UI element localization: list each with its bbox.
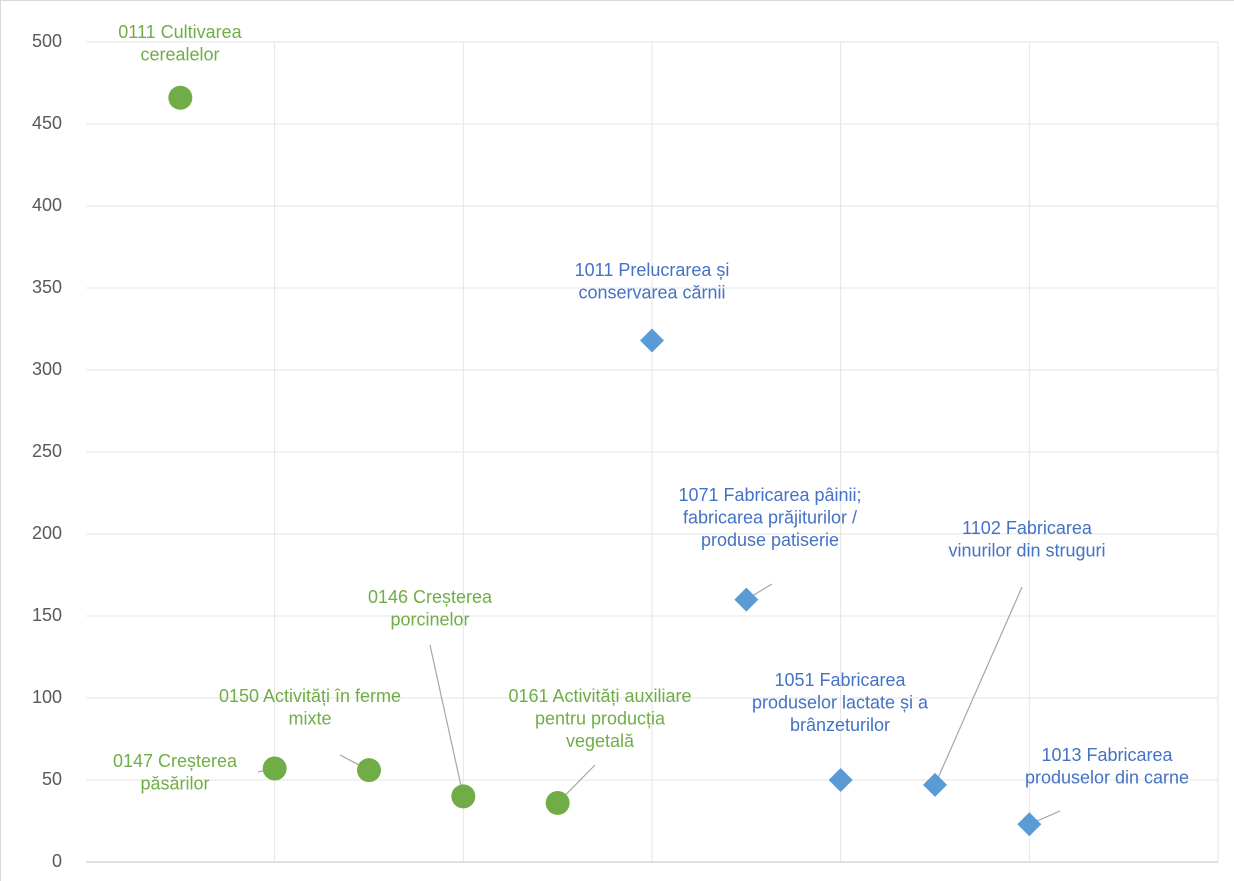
data-label: 1013 Fabricarea produselor din carne	[1025, 745, 1189, 788]
data-label-line: cerealelor	[140, 44, 219, 64]
data-label: 1102 Fabricarea vinurilor din struguri	[948, 518, 1105, 561]
data-label-line: porcinelor	[390, 609, 469, 629]
data-label-line: 0111 Cultivarea	[118, 22, 242, 42]
data-label-line: 0147 Creșterea	[113, 751, 238, 771]
leader-line	[934, 586, 1023, 786]
point	[828, 768, 853, 792]
data-label: 0150 Activități în ferme mixte	[219, 686, 401, 729]
leader-line	[429, 644, 464, 797]
data-label-line: conservarea cărnii	[578, 282, 725, 302]
data-label: 1051 Fabricarea produselor lactate și a br…	[752, 670, 929, 735]
data-label-line: 1051 Fabricarea	[774, 670, 906, 690]
y-tick-label: 400	[32, 195, 62, 215]
y-tick-label: 150	[32, 605, 62, 625]
point	[168, 85, 193, 110]
point	[451, 784, 476, 809]
y-tick-label: 300	[32, 359, 62, 379]
data-label-line: fabricarea prăjiturilor /	[683, 507, 857, 527]
data-label-line: păsărilor	[140, 773, 209, 793]
y-tick-label: 450	[32, 113, 62, 133]
data-label-line: produse patiserie	[701, 530, 839, 550]
data-label-line: 0161 Activități auxiliare	[508, 686, 691, 706]
y-tick-label: 350	[32, 277, 62, 297]
y-tick-label: 250	[32, 441, 62, 461]
y-tick-label: 0	[52, 851, 62, 871]
data-label: 0147 Creșterea păsărilor	[113, 751, 238, 794]
point	[640, 328, 664, 353]
data-label-line: 1011 Prelucrarea și	[575, 260, 730, 280]
point	[357, 758, 381, 783]
point	[734, 587, 759, 612]
y-tick-label: 200	[32, 523, 62, 543]
data-label-line: 0150 Activități în ferme	[219, 686, 401, 706]
y-tick-label: 500	[32, 31, 62, 51]
data-label-line: mixte	[288, 708, 331, 728]
data-label-line: vinurilor din struguri	[948, 540, 1105, 560]
data-label-line: 0146 Creșterea	[368, 587, 493, 607]
data-label-line: produselor din carne	[1025, 767, 1189, 787]
data-label: 1011 Prelucrarea și conservarea cărnii	[575, 260, 730, 303]
data-label-line: brânzeturilor	[790, 715, 890, 735]
data-label: 0146 Creșterea porcinelor	[368, 587, 493, 630]
data-label-line: pentru producția	[535, 708, 666, 728]
data-label-line: vegetală	[566, 731, 635, 751]
point	[923, 772, 947, 797]
point	[262, 756, 287, 781]
data-label-line: 1071 Fabricarea pâinii;	[678, 485, 861, 505]
y-tick-label: 100	[32, 687, 62, 707]
data-label: 0111 Cultivarea cerealelor	[118, 22, 242, 65]
point	[545, 790, 570, 815]
data-label-line: 1102 Fabricarea	[962, 518, 1093, 538]
point	[1017, 812, 1042, 837]
data-label-line: produselor lactate și a	[752, 692, 929, 712]
data-label-line: 1013 Fabricarea	[1041, 745, 1173, 765]
data-label: 1071 Fabricarea pâinii; fabricarea prăjit…	[678, 485, 861, 550]
y-tick-label: 50	[42, 769, 62, 789]
data-label: 0161 Activități auxiliare pentru producți…	[508, 686, 691, 751]
